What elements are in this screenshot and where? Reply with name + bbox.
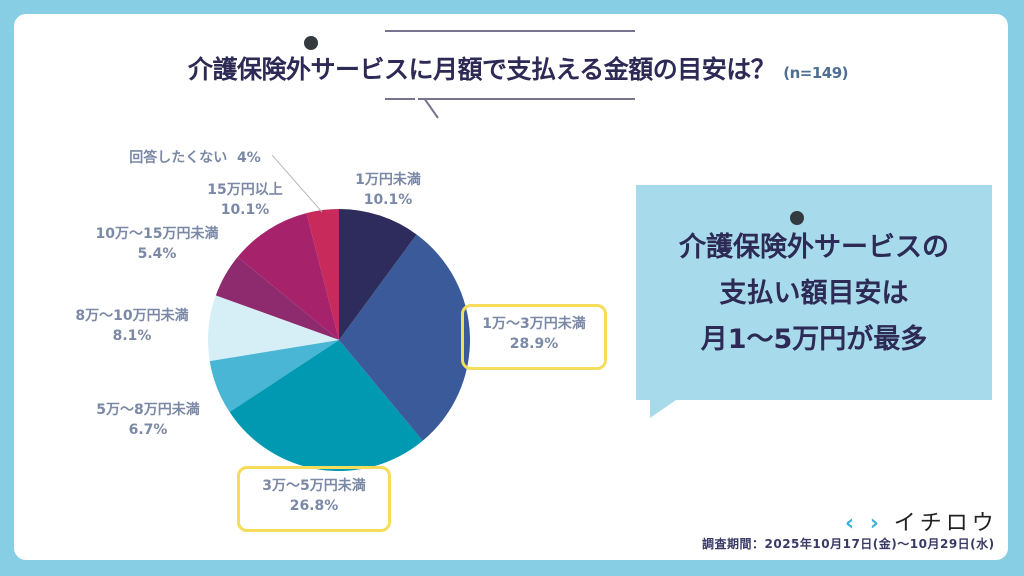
pie-slice-1 xyxy=(339,209,417,340)
highlight-box xyxy=(237,466,391,532)
pie-slice-3 xyxy=(229,340,423,471)
pie-slice-7 xyxy=(237,213,339,340)
slice-label: 8万〜10万円未満 8.1% xyxy=(75,308,189,344)
slice-label: 1万〜3万円未満 28.9% xyxy=(482,316,586,352)
leader-line xyxy=(271,154,323,213)
logo: ‹ › イチロウ xyxy=(845,505,998,537)
callout-text: 介護保険外サービスの 支払い額目安は 月1〜5万円が最多 xyxy=(679,232,949,355)
speech-tail xyxy=(423,98,439,119)
logo-mark-icon: ‹ › xyxy=(845,511,883,536)
pie-slice-6 xyxy=(215,257,339,340)
highlight-box xyxy=(461,304,607,370)
pie-slice-8 xyxy=(306,209,339,340)
survey-period: 調査期間：2025年10月17日(金)〜10月29日(水) xyxy=(702,537,995,551)
slice-label: 1万円未満 10.1% xyxy=(355,172,421,208)
decor-dot xyxy=(304,36,318,50)
slice-label: 10万〜15万円未満 5.4% xyxy=(95,226,219,262)
title-text: 介護保険外サービスに月額で支払える金額の目安は？ xyxy=(188,55,776,84)
sample-size: (n=149) xyxy=(783,64,849,82)
chart-title: 介護保険外サービスに月額で支払える金額の目安は？ (n=149) xyxy=(188,50,849,86)
pie-slice-5 xyxy=(208,295,339,362)
logo-text: イチロウ xyxy=(893,511,998,536)
bubble-tail xyxy=(650,400,676,418)
divider xyxy=(418,98,635,100)
callout-bubble: 介護保険外サービスの 支払い額目安は 月1〜5万円が最多 xyxy=(636,185,992,418)
slice-label: 5万〜8万円未満 6.7% xyxy=(96,402,200,438)
divider xyxy=(385,30,635,32)
pie-slice-2 xyxy=(339,234,471,441)
pie-slice-4 xyxy=(209,340,339,413)
decor-dot xyxy=(790,211,804,225)
slice-label: 3万〜5万円未満 26.8% xyxy=(262,478,366,514)
divider xyxy=(385,98,415,100)
slice-label: 15万円以上 10.1% xyxy=(207,182,283,218)
slice-label: 回答したくない 4% xyxy=(129,150,261,166)
